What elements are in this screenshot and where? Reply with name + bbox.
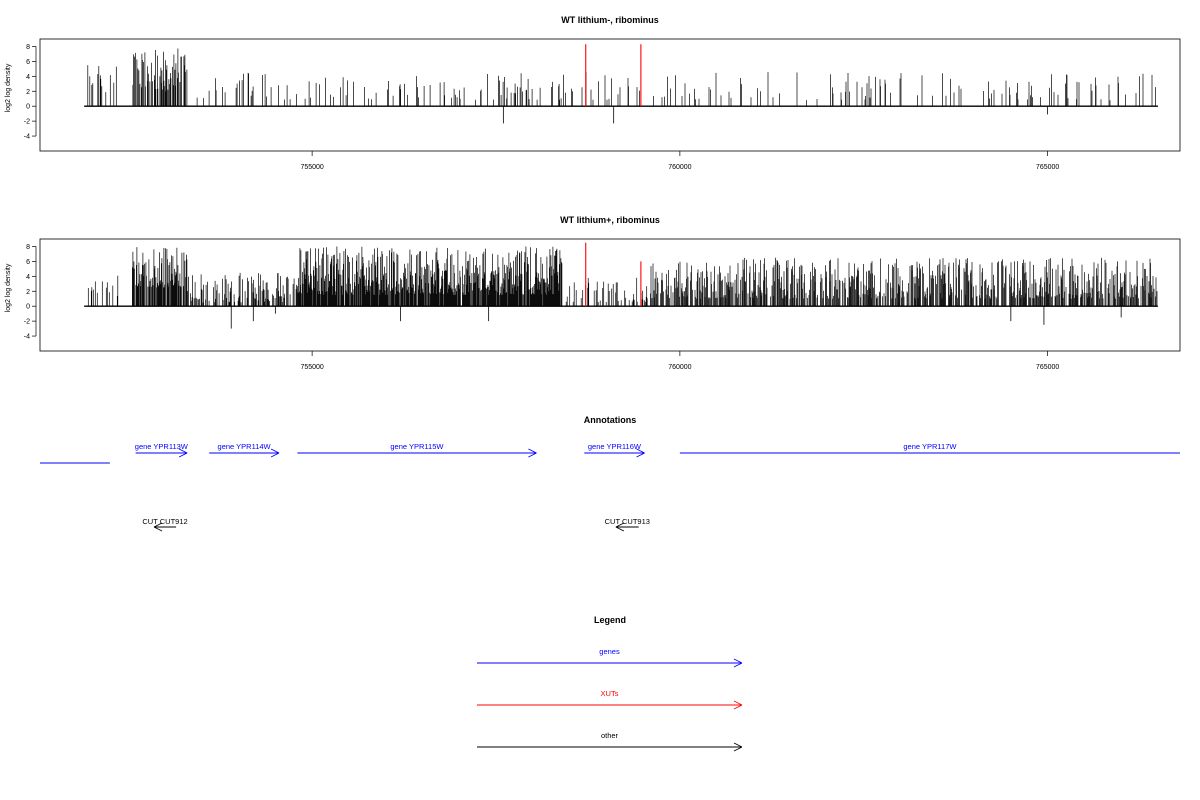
y-tick-label: 2 (26, 89, 30, 96)
x-tick-label: 755000 (300, 364, 323, 371)
bar-group (84, 242, 1158, 329)
y-tick-label: 6 (26, 259, 30, 266)
y-tick-label: 4 (26, 74, 30, 81)
arrow-head (615, 522, 625, 528)
y-tick-label: 0 (26, 104, 30, 111)
y-tick-label: 8 (26, 244, 30, 251)
y-tick-label: -2 (24, 119, 30, 126)
arrow-head (733, 700, 743, 706)
panel-title: WT lithium+, ribominus (560, 215, 660, 225)
x-tick-label: 755000 (300, 164, 323, 171)
legend-item-other: other (477, 731, 743, 752)
gene-feature: gene YPR115W (297, 442, 537, 458)
y-tick-label: 2 (26, 289, 30, 296)
legend-panel: Legend genes XUTs other (477, 615, 743, 752)
cut-feature: CUT CUT912 (142, 517, 188, 532)
annotation-features: gene YPR113W gene YPR114W gene YPR115W gene… (40, 442, 1180, 532)
cut-label: CUT CUT912 (142, 517, 187, 526)
track-panel-lithium-minus: WT lithium-, ribominus 8 6 4 2 0 -2 -4 755000 76… (5, 15, 1181, 171)
arrow-head (733, 658, 743, 664)
legend-label: genes (599, 647, 620, 656)
axes: 8 6 4 2 0 -2 -4 755000 760000 765000 (24, 244, 1060, 371)
annotations-title: Annotations (584, 415, 637, 425)
y-axis-label: log2 log density (5, 63, 12, 112)
gene-label: gene YPR114W (218, 442, 272, 451)
arrow-head (528, 452, 537, 458)
arrow-head (153, 526, 163, 532)
arrow-head (733, 742, 743, 748)
arrow-head (153, 522, 163, 528)
bar-group (84, 44, 1158, 124)
track-panel-lithium-plus: WT lithium+, ribominus 8 6 4 2 0 -2 -4 755000 76… (5, 215, 1181, 371)
legend-item-genes: genes (477, 647, 743, 668)
gene-label: gene YPR113W (135, 442, 189, 451)
y-tick-label: 0 (26, 304, 30, 311)
x-tick-label: 760000 (668, 164, 691, 171)
gene-feature: gene YPR113W (135, 442, 189, 458)
y-tick-label: -4 (24, 134, 30, 141)
arrow-head (178, 452, 188, 458)
arrow-head (615, 526, 625, 532)
gene-label: gene YPR117W (903, 442, 957, 451)
legend-label: other (601, 731, 619, 740)
legend-title: Legend (594, 615, 626, 625)
y-tick-label: 6 (26, 59, 30, 66)
arrow-head (178, 448, 188, 454)
plot-frame (39, 238, 1181, 352)
gene-feature: gene YPR114W (209, 442, 280, 458)
arrow-head (733, 662, 743, 668)
gene-feature: gene YPR116W (584, 442, 645, 458)
panel-title: WT lithium-, ribominus (561, 15, 659, 25)
arrow-head (733, 746, 743, 752)
gene-label: gene YPR116W (588, 442, 642, 451)
y-axis-label: log2 log density (5, 263, 12, 312)
gene-label: gene YPR115W (390, 442, 444, 451)
y-tick-label: 4 (26, 274, 30, 281)
x-tick-label: 765000 (1036, 364, 1059, 371)
x-tick-label: 760000 (668, 364, 691, 371)
legend-item-xuts: XUTs (477, 689, 743, 710)
y-tick-label: 8 (26, 44, 30, 51)
legend-items: genes XUTs other (477, 647, 743, 752)
cut-feature: CUT CUT913 (605, 517, 650, 532)
y-tick-label: -4 (24, 334, 30, 341)
plot-frame (39, 38, 1181, 152)
arrow-head (636, 452, 645, 458)
arrow-head (270, 448, 280, 454)
axes: 8 6 4 2 0 -2 -4 755000 760000 765000 (24, 44, 1060, 171)
cut-label: CUT CUT913 (605, 517, 650, 526)
gene-feature: gene YPR117W (679, 442, 1180, 454)
annotations-panel: Annotations gene YPR113W gene YPR114W gene… (40, 415, 1180, 532)
y-tick-label: -2 (24, 319, 30, 326)
x-tick-label: 765000 (1036, 164, 1059, 171)
arrow-head (733, 704, 743, 710)
arrow-head (636, 448, 645, 454)
arrow-head (528, 448, 537, 454)
arrow-head (270, 452, 280, 458)
legend-label: XUTs (601, 689, 619, 698)
